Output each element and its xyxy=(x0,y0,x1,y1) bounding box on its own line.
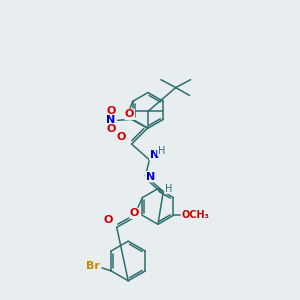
Text: Br: Br xyxy=(86,261,100,271)
Text: OCH₃: OCH₃ xyxy=(181,210,209,220)
Text: H: H xyxy=(158,146,165,156)
Text: N: N xyxy=(106,115,116,125)
Text: O: O xyxy=(103,215,112,225)
Text: O: O xyxy=(106,106,116,116)
Text: H: H xyxy=(165,184,172,194)
Text: O: O xyxy=(106,124,116,134)
Text: N: N xyxy=(146,172,155,182)
Text: O: O xyxy=(125,109,134,119)
Text: O: O xyxy=(130,208,139,218)
Text: N: N xyxy=(150,150,159,160)
Text: O: O xyxy=(117,132,126,142)
